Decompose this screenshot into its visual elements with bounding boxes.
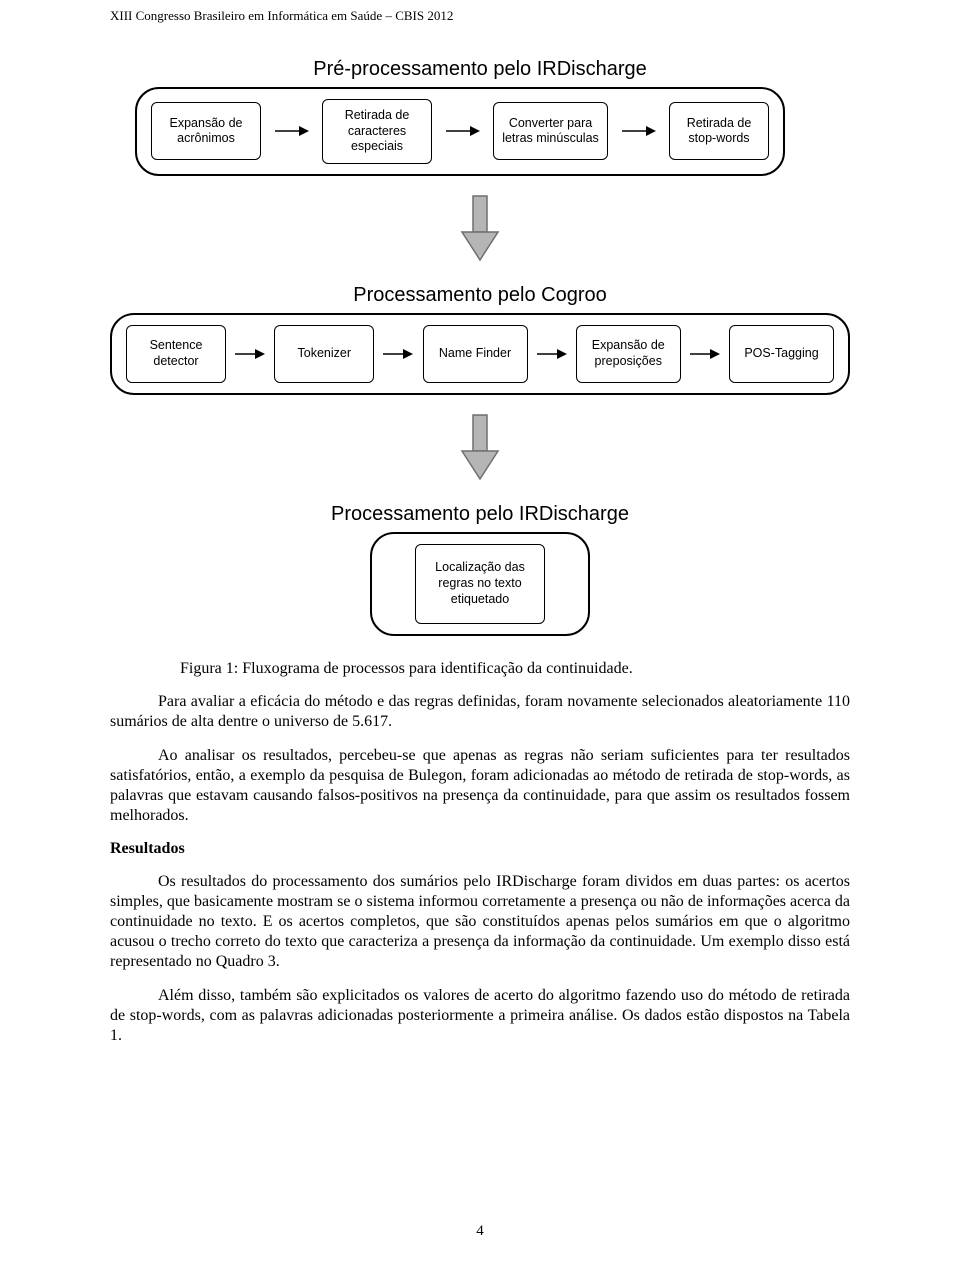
arrow-right-icon: [235, 346, 265, 362]
figure-caption: Figura 1: Fluxograma de processos para i…: [180, 660, 850, 678]
down-arrow-2: [456, 413, 504, 483]
stage2-container: Sentence detector Tokenizer Name Finder …: [110, 313, 850, 395]
paragraph-2: Ao analisar os resultados, percebeu-se q…: [110, 746, 850, 826]
arrow-right-icon: [622, 123, 656, 139]
stage1-box-2: Converter para letras minúsculas: [493, 102, 608, 160]
stage3-title: Processamento pelo IRDischarge: [331, 503, 629, 526]
stage1-box-3: Retirada de stop-words: [669, 102, 769, 160]
stage1-title: Pré-processamento pelo IRDischarge: [313, 58, 647, 81]
section-heading-resultados: Resultados: [110, 840, 850, 858]
stage2-box-4: POS-Tagging: [729, 325, 834, 383]
paragraph-1: Para avaliar a eficácia do método e das …: [110, 692, 850, 732]
arrow-right-icon: [690, 346, 720, 362]
arrow-down-icon: [456, 194, 504, 264]
arrow-right-icon: [383, 346, 413, 362]
paragraph-4: Além disso, também são explicitados os v…: [110, 986, 850, 1046]
page-header: XIII Congresso Brasileiro em Informática…: [110, 8, 850, 24]
arrow-right-icon: [275, 123, 309, 139]
stage3-container: Localização das regras no texto etiqueta…: [370, 532, 590, 636]
stage2-title: Processamento pelo Cogroo: [353, 284, 606, 307]
flowchart-diagram: Pré-processamento pelo IRDischarge Expan…: [110, 44, 850, 636]
stage2-box-3: Expansão de preposições: [576, 325, 681, 383]
stage2-box-2: Name Finder: [423, 325, 528, 383]
arrow-right-icon: [537, 346, 567, 362]
stage1-box-0: Expansão de acrônimos: [151, 102, 261, 160]
arrow-right-icon: [446, 123, 480, 139]
stage2-box-0: Sentence detector: [126, 325, 226, 383]
stage3-box-0: Localização das regras no texto etiqueta…: [415, 544, 545, 624]
page-number: 4: [0, 1223, 960, 1240]
paragraph-3: Os resultados do processamento dos sumár…: [110, 872, 850, 972]
stage1-box-1: Retirada de caracteres especiais: [322, 99, 432, 164]
stage1-container: Expansão de acrônimos Retirada de caract…: [135, 87, 785, 176]
stage2-box-1: Tokenizer: [274, 325, 374, 383]
down-arrow-1: [456, 194, 504, 264]
arrow-down-icon: [456, 413, 504, 483]
